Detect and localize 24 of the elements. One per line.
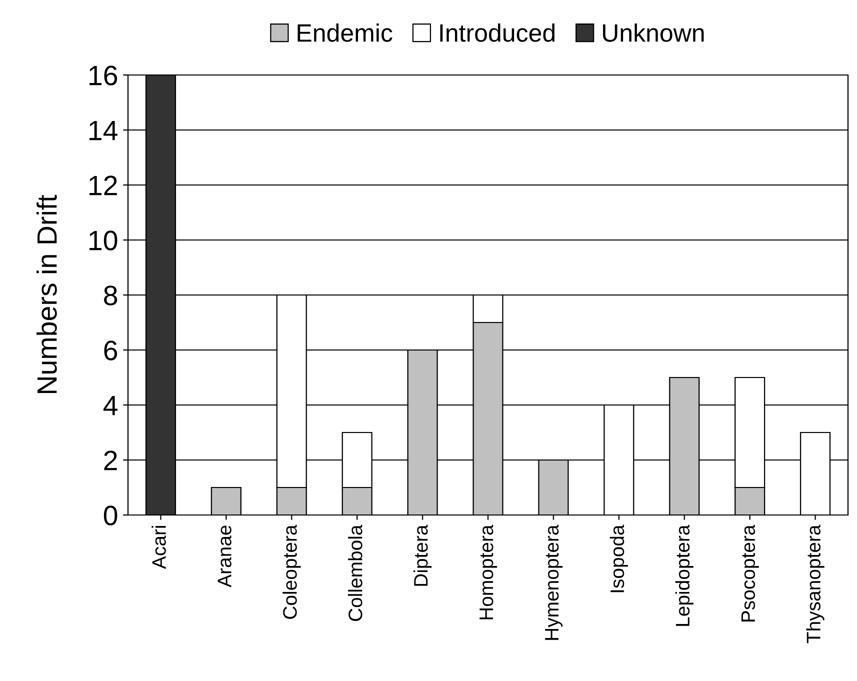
x-tick-label: Hymenoptera xyxy=(545,524,563,640)
y-tick-label: 10 xyxy=(90,230,118,250)
y-tick-label: 4 xyxy=(103,396,118,416)
x-tick-label: Lepidoptera xyxy=(675,524,694,626)
x-tick-label: Thysanoptera xyxy=(806,524,824,644)
x-tick-label: Coleoptera xyxy=(282,524,301,619)
legend-label: Endemic xyxy=(298,23,392,42)
x-tick-label: Homoptera xyxy=(480,524,498,620)
legend-label: Unknown xyxy=(603,23,704,42)
y-tick-label: 6 xyxy=(104,340,118,360)
y-tick-label: 16 xyxy=(90,66,118,86)
y-tick-label: 8 xyxy=(104,286,118,306)
y-tick-label: 0 xyxy=(104,506,118,526)
x-tick-label: Psocoptera xyxy=(741,524,759,622)
legend-label: Introduced xyxy=(440,23,554,42)
x-tick-label: Collembola xyxy=(348,524,362,621)
y-tick-label: 2 xyxy=(104,450,117,470)
y-tick-label: 14 xyxy=(90,120,118,140)
x-tick-label: Acari xyxy=(152,526,166,569)
y-tick-label: 12 xyxy=(90,176,117,196)
x-tick-label: Aranae xyxy=(218,526,232,588)
x-tick-label: Diptera xyxy=(413,524,432,586)
x-tick-label: Isopoda xyxy=(610,524,628,592)
y-axis-title: Numbers in Drift xyxy=(36,194,57,394)
